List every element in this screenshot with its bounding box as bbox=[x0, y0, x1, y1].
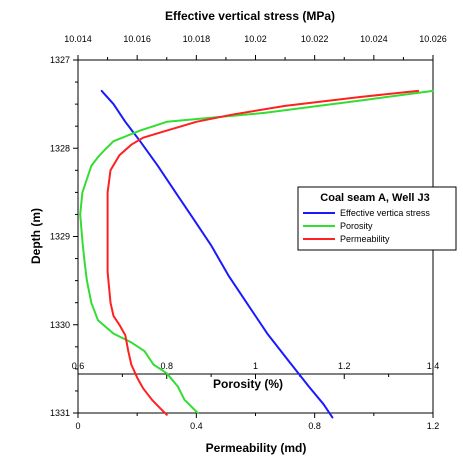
porosity-tick-label: 0.8 bbox=[160, 361, 173, 371]
top-tick-label: 10.02 bbox=[244, 34, 267, 44]
depth-tick-label: 1331 bbox=[50, 408, 70, 418]
permeability-axis: 0 0.4 0.8 1.2 bbox=[75, 413, 439, 431]
y-axis-title: Depth (m) bbox=[29, 208, 43, 264]
depth-tick-label: 1330 bbox=[50, 320, 70, 330]
top-tick-label: 10.024 bbox=[360, 34, 388, 44]
top-axis-title: Effective vertical stress (MPa) bbox=[165, 9, 335, 23]
depth-axis: 1327 1328 1329 1330 1331 bbox=[50, 55, 78, 418]
top-tick-label: 10.018 bbox=[183, 34, 211, 44]
series-line-stress bbox=[100, 89, 334, 419]
porosity-axis-title: Porosity (%) bbox=[213, 377, 283, 391]
legend: Coal seam A, Well J3 Effective vertica s… bbox=[297, 186, 457, 251]
depth-tick-label: 1327 bbox=[50, 55, 70, 65]
top-tick-label: 10.014 bbox=[64, 34, 92, 44]
permeability-axis-title: Permeability (md) bbox=[206, 441, 307, 455]
depth-tick-label: 1328 bbox=[50, 143, 70, 153]
permeability-tick-label: 0.4 bbox=[190, 421, 203, 431]
depth-tick-label: 1329 bbox=[50, 232, 70, 242]
top-tick-label: 10.016 bbox=[123, 34, 151, 44]
permeability-tick-label: 0 bbox=[75, 421, 80, 431]
permeability-tick-label: 0.8 bbox=[308, 421, 321, 431]
top-axis: 10.014 10.016 10.018 10.02 10.022 10.024 10.02… bbox=[64, 34, 447, 60]
porosity-tick-label: 0.6 bbox=[72, 361, 85, 371]
series-line-porosity bbox=[79, 89, 434, 414]
porosity-tick-label: 1 bbox=[253, 361, 258, 371]
porosity-tick-label: 1.2 bbox=[338, 361, 351, 371]
legend-entry-stress: Effective vertica stress bbox=[340, 208, 430, 218]
top-tick-label: 10.022 bbox=[301, 34, 329, 44]
series-line-permeability bbox=[106, 89, 420, 416]
legend-entry-porosity: Porosity bbox=[340, 221, 373, 231]
porosity-tick-label: 1.4 bbox=[427, 361, 440, 371]
legend-title: Coal seam A, Well J3 bbox=[320, 192, 429, 204]
top-tick-label: 10.026 bbox=[419, 34, 447, 44]
series-layer bbox=[79, 89, 434, 419]
permeability-tick-label: 1.2 bbox=[427, 421, 440, 431]
legend-entry-permeability: Permeability bbox=[340, 234, 390, 244]
